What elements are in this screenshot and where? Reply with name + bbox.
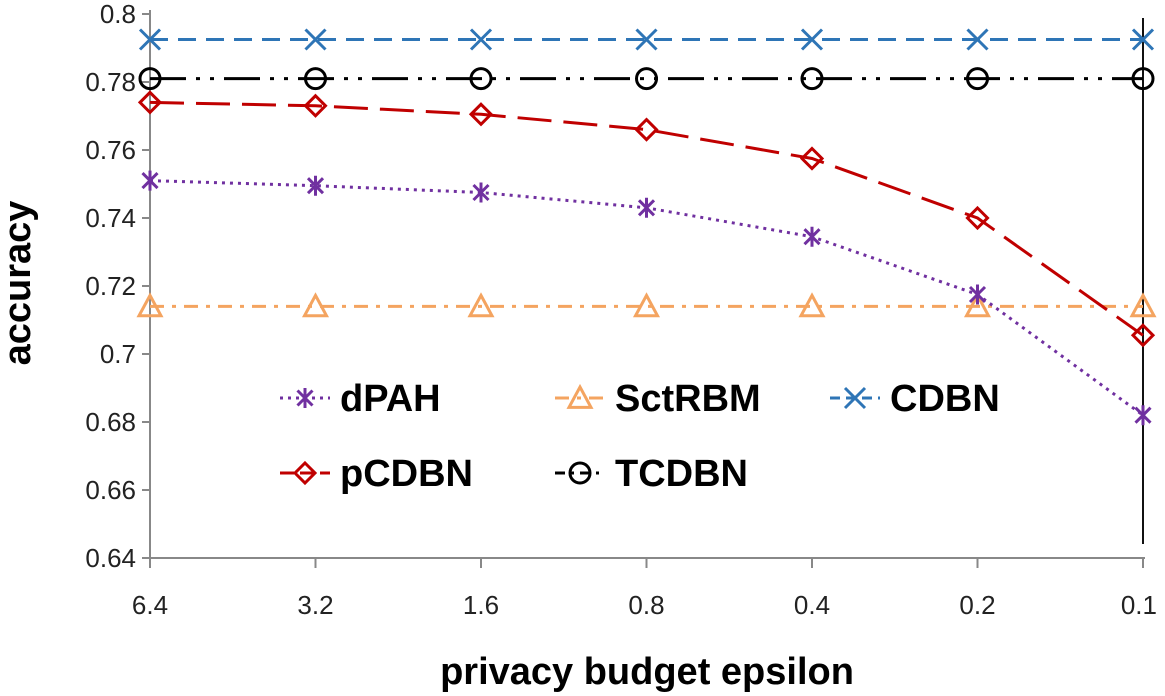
y-axis-title: accuracy: [0, 201, 39, 366]
x-tick-label: 6.4: [132, 590, 168, 620]
point-tcdbn: [469, 67, 493, 91]
point-tcdbn: [966, 67, 989, 91]
series-cdbn: [138, 28, 1155, 51]
point-pcdbn: [303, 93, 328, 118]
x-tick-label: 3.2: [297, 590, 333, 620]
point-sctrbm: [467, 292, 495, 318]
legend-marker-dpah: [296, 388, 314, 408]
y-tick-label: 0.7: [100, 339, 136, 369]
point-pcdbn: [965, 205, 990, 231]
point-cdbn: [304, 28, 327, 51]
legend-item-dpah: dPAH: [280, 378, 441, 420]
legend: dPAH SctRBM CDBN pCDBN TCDBN: [280, 378, 1000, 495]
point-dpah: [141, 170, 159, 191]
point-tcdbn: [138, 67, 162, 91]
point-tcdbn: [800, 67, 824, 91]
point-dpah: [1134, 405, 1152, 426]
x-tick-label: 0.8: [628, 590, 664, 620]
point-sctrbm: [632, 292, 661, 318]
point-pcdbn: [137, 90, 163, 115]
point-pcdbn: [468, 102, 494, 127]
y-tick-label: 0.74: [85, 203, 136, 233]
legend-marker-pcdbn: [292, 460, 318, 486]
legend-item-pcdbn: pCDBN: [280, 453, 473, 495]
point-dpah: [803, 226, 821, 247]
point-tcdbn: [635, 67, 658, 91]
legend-item-cdbn: CDBN: [830, 378, 1000, 420]
legend-marker-tcdbn: [568, 461, 592, 485]
y-tick-label: 0.66: [85, 475, 136, 505]
point-dpah: [306, 175, 325, 196]
point-cdbn: [966, 28, 989, 51]
point-tcdbn: [1131, 67, 1155, 91]
point-sctrbm: [301, 292, 330, 318]
series-sctrbm: [136, 292, 1157, 318]
point-pcdbn: [634, 117, 659, 142]
legend-label-pcdbn: pCDBN: [340, 453, 473, 495]
x-tick-label: 0.1: [1121, 590, 1157, 620]
series-dpah: [141, 170, 1152, 426]
y-tick-label: 0.68: [85, 407, 136, 437]
legend-marker-cdbn: [843, 386, 867, 410]
point-sctrbm: [963, 292, 992, 318]
point-cdbn: [800, 28, 824, 51]
point-cdbn: [1131, 28, 1155, 51]
point-pcdbn: [1130, 323, 1156, 348]
x-tick-label: 1.6: [463, 590, 499, 620]
series-layer: [136, 28, 1157, 426]
point-sctrbm: [1129, 292, 1157, 318]
x-axis-title: privacy budget epsilon: [440, 651, 854, 693]
legend-item-sctrbm: SctRBM: [555, 378, 761, 420]
legend-label-dpah: dPAH: [340, 378, 441, 420]
point-sctrbm: [136, 292, 164, 318]
point-cdbn: [635, 28, 658, 51]
legend-label-tcdbn: TCDBN: [615, 453, 748, 495]
axes: 0.64 0.66 0.68 0.7 0.72 0.74 0.76 0.78 0.8 6.4 3.2…: [85, 0, 1157, 620]
point-dpah: [472, 182, 490, 203]
point-dpah: [968, 284, 987, 305]
y-tick-label: 0.72: [85, 271, 136, 301]
series-tcdbn: [138, 67, 1155, 91]
y-tick-label: 0.78: [85, 67, 136, 97]
x-tick-label: 0.4: [794, 590, 830, 620]
y-tick-label: 0.76: [85, 135, 136, 165]
point-cdbn: [138, 28, 162, 51]
legend-label-sctrbm: SctRBM: [615, 378, 761, 420]
point-tcdbn: [304, 67, 327, 91]
point-cdbn: [469, 28, 493, 51]
y-tick-label: 0.8: [100, 0, 136, 29]
y-tick-label: 0.64: [85, 543, 136, 573]
series-line-pcdbn: [149, 100, 1144, 337]
legend-item-tcdbn: TCDBN: [555, 453, 748, 495]
legend-label-cdbn: CDBN: [890, 378, 1000, 420]
point-dpah: [637, 197, 656, 218]
legend-marker-sctrbm: [566, 383, 594, 409]
series-pcdbn: [137, 90, 1156, 348]
point-pcdbn: [799, 146, 825, 171]
x-tick-label: 0.2: [959, 590, 995, 620]
point-sctrbm: [798, 292, 826, 318]
